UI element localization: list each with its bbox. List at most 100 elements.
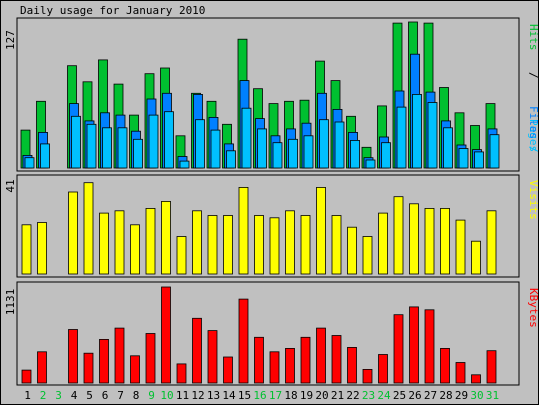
kbytes-y-max-label: 1131 (4, 289, 17, 316)
pages-bar-day-16 (257, 128, 267, 169)
x-label-day-6: 6 (102, 389, 109, 402)
visits-bar-day-19 (300, 215, 311, 275)
visits-bar-day-2 (37, 222, 47, 275)
visits-bar-day-16 (254, 215, 264, 275)
x-label-day-15: 15 (238, 389, 251, 402)
visits-y-max-label: 41 (4, 179, 17, 192)
pages-bar-day-17 (272, 142, 283, 169)
visits-bar-day-25 (393, 196, 404, 275)
x-label-day-22: 22 (346, 389, 359, 402)
x-label-day-8: 8 (133, 389, 140, 402)
x-label-day-2: 2 (40, 389, 47, 402)
x-label-day-25: 25 (393, 389, 406, 402)
pages-bar-day-14 (226, 150, 236, 169)
pages-bar-day-11 (179, 160, 190, 169)
pages-bar-day-24 (381, 142, 391, 169)
x-label-day-23: 23 (362, 389, 375, 402)
pages-bar-day-22 (350, 139, 360, 169)
visits-bar-day-20 (316, 186, 326, 275)
x-label-day-24: 24 (377, 389, 391, 402)
hits-legend: Pages / Files / Hits (527, 24, 539, 153)
kbytes-bar-day-28 (440, 347, 450, 384)
visits-bar-day-31 (486, 210, 497, 275)
visits-bar-day-28 (440, 207, 450, 275)
pages-bar-day-2 (40, 143, 50, 169)
kbytes-bar-day-16 (254, 336, 264, 384)
kbytes-bar-day-4 (68, 329, 78, 384)
pages-bar-day-4 (71, 115, 81, 169)
kbytes-bar-day-15 (238, 298, 249, 384)
pages-bar-day-7 (117, 127, 128, 169)
pages-bar-day-6 (102, 127, 112, 169)
visits-bar-day-11 (176, 236, 187, 275)
kbytes-bar-day-10 (161, 286, 171, 384)
pages-bar-day-8 (133, 138, 143, 169)
kbytes-bar-day-13 (207, 330, 218, 384)
visits-bar-day-17 (269, 217, 280, 275)
visits-bar-day-21 (331, 215, 342, 275)
kbytes-bar-day-14 (223, 356, 233, 384)
x-label-day-28: 28 (439, 389, 452, 402)
x-label-day-1: 1 (24, 389, 31, 402)
x-label-day-9: 9 (148, 389, 155, 402)
kbytes-bar-day-19 (300, 336, 311, 384)
pages-bar-day-23 (365, 159, 376, 169)
kbytes-bar-day-21 (331, 335, 342, 384)
legend-slash-2: / (527, 72, 539, 79)
kbytes-panel: 1131 KBytes (4, 281, 539, 386)
kbytes-bar-day-11 (176, 363, 187, 384)
hits-panel: 127 Pages / Files / Hits (4, 17, 539, 172)
pages-bar-day-13 (210, 129, 221, 169)
legend-pages: Pages (527, 119, 539, 152)
visits-bar-day-12 (192, 210, 202, 275)
x-label-day-31: 31 (486, 389, 499, 402)
visits-bar-day-1 (21, 224, 32, 275)
x-label-day-10: 10 (160, 389, 173, 402)
visits-bar-day-23 (362, 236, 373, 275)
pages-bar-day-12 (195, 119, 205, 169)
visits-bar-day-13 (207, 215, 218, 275)
x-label-day-29: 29 (455, 389, 468, 402)
x-label-day-27: 27 (424, 389, 437, 402)
pages-bar-day-15 (241, 107, 252, 169)
kbytes-bar-day-17 (269, 351, 280, 384)
hits-y-max-label: 127 (4, 30, 17, 50)
visits-bar-day-9 (145, 207, 156, 275)
kbytes-bar-day-1 (21, 369, 32, 384)
pages-bar-day-21 (334, 121, 345, 169)
kbytes-bar-day-7 (114, 327, 125, 384)
visits-bars-group (21, 182, 497, 275)
x-label-day-21: 21 (331, 389, 344, 402)
x-label-day-13: 13 (207, 389, 220, 402)
x-label-day-3: 3 (55, 389, 62, 402)
visits-bar-day-15 (238, 186, 249, 275)
kbytes-bar-day-29 (455, 362, 466, 384)
visits-bar-day-6 (99, 212, 109, 275)
pages-bar-day-1 (24, 157, 35, 169)
x-label-day-4: 4 (71, 389, 78, 402)
x-label-day-11: 11 (176, 389, 189, 402)
kbytes-bar-day-23 (362, 368, 373, 384)
x-axis-labels: 1 2 3 4 5 6 7 8 9 10 11 12 13 14 15 16 17 18 19 20 21 22 23 24 2… (24, 389, 499, 402)
pages-bar-day-10 (164, 111, 174, 169)
x-label-day-19: 19 (300, 389, 313, 402)
kbytes-bar-day-24 (378, 354, 388, 384)
legend-kbytes: KBytes (527, 288, 539, 328)
x-label-day-5: 5 (86, 389, 93, 402)
x-label-day-7: 7 (117, 389, 124, 402)
visits-bar-day-4 (68, 191, 78, 275)
kbytes-bar-day-8 (130, 355, 140, 384)
kbytes-bar-day-9 (145, 333, 156, 384)
pages-bar-day-19 (303, 135, 314, 169)
x-label-day-30: 30 (470, 389, 483, 402)
kbytes-bar-day-5 (83, 352, 94, 384)
kbytes-bar-day-18 (285, 347, 295, 384)
visits-bar-day-18 (285, 210, 295, 275)
kbytes-bar-day-6 (99, 338, 109, 384)
visits-bar-day-29 (455, 219, 466, 275)
kbytes-bar-day-12 (192, 317, 202, 384)
kbytes-bars-group (21, 286, 497, 384)
kbytes-bar-day-22 (347, 346, 357, 384)
x-label-day-17: 17 (269, 389, 282, 402)
kbytes-bar-day-2 (37, 351, 47, 384)
